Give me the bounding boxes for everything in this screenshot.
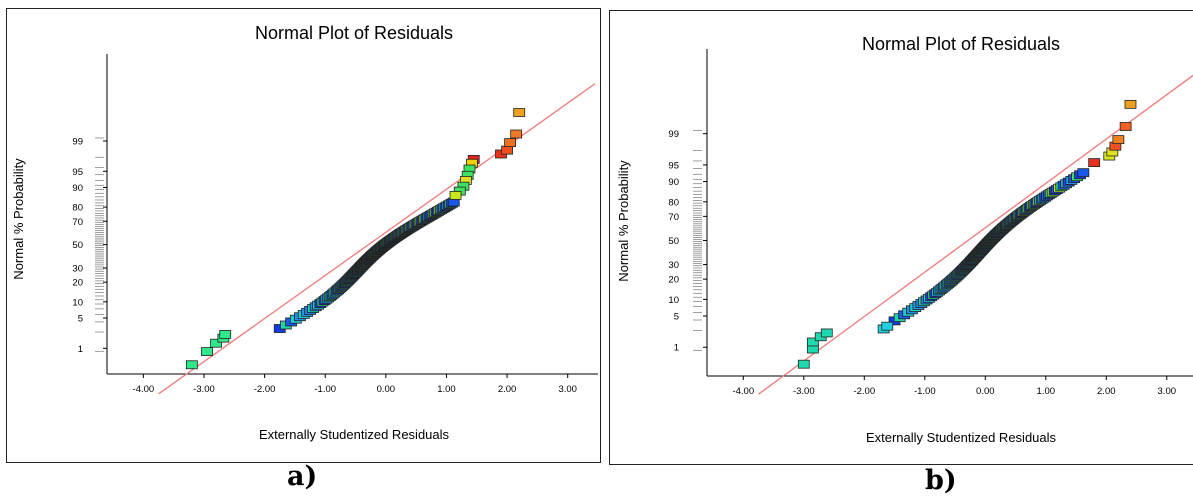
data-point xyxy=(510,129,523,139)
data-point xyxy=(449,191,462,200)
y-tick-label: 70 xyxy=(72,217,83,228)
y-tick-label: 10 xyxy=(72,297,83,308)
y-tick-label: 95 xyxy=(72,167,83,178)
panel-label-a: a) xyxy=(287,461,318,492)
y-tick-label: 90 xyxy=(668,177,679,188)
data-point xyxy=(185,360,198,370)
x-tick-label: -3.00 xyxy=(193,384,215,395)
y-tick-label: 99 xyxy=(72,136,83,147)
data-point xyxy=(797,359,810,369)
data-point xyxy=(1088,158,1101,167)
data-point xyxy=(201,347,213,356)
y-tick-label: 30 xyxy=(668,260,679,271)
data-point xyxy=(1077,168,1090,178)
y-tick-label: 10 xyxy=(668,295,679,306)
data-point xyxy=(881,321,894,331)
y-tick-label: 5 xyxy=(78,314,83,325)
data-point xyxy=(501,145,513,155)
y-axis-label: Normal % Probability xyxy=(616,160,631,282)
chart-panel-b: Normal Plot of Residuals Externally Stude… xyxy=(609,10,1193,465)
y-tick-label: 50 xyxy=(668,236,679,247)
chart-title: Normal Plot of Residuals xyxy=(255,23,453,43)
y-tick-label: 99 xyxy=(668,129,679,140)
x-tick-label: -2.00 xyxy=(853,386,875,397)
x-tick-label: 2.00 xyxy=(498,384,517,395)
data-point xyxy=(1119,122,1132,131)
panel-label-b: b) xyxy=(925,465,957,496)
y-tick-label: 1 xyxy=(78,344,83,355)
x-tick-label: -4.00 xyxy=(133,384,155,395)
data-point xyxy=(219,330,232,339)
y-tick-label: 80 xyxy=(72,203,83,214)
x-tick-label: -4.00 xyxy=(732,386,754,397)
y-tick-label: 20 xyxy=(72,278,83,289)
chart-panel-a: Normal Plot of Residuals Externally Stude… xyxy=(6,8,601,463)
data-point xyxy=(806,337,819,347)
x-tick-label: 0.00 xyxy=(377,384,396,395)
reference-line xyxy=(158,83,596,395)
x-tick-label: -1.00 xyxy=(314,384,336,395)
data-point xyxy=(504,138,517,147)
data-point xyxy=(1112,135,1125,145)
x-tick-label: 1.00 xyxy=(1037,386,1056,397)
y-tick-label: 70 xyxy=(668,212,679,223)
x-tick-label: -3.00 xyxy=(793,386,815,397)
data-point xyxy=(820,328,833,338)
y-tick-label: 1 xyxy=(674,343,679,354)
y-tick-label: 95 xyxy=(668,160,679,171)
y-tick-label: 30 xyxy=(72,264,83,275)
data-point xyxy=(513,108,526,117)
data-point xyxy=(1124,99,1137,109)
normal-plot-b: Normal Plot of Residuals Externally Stude… xyxy=(616,34,1193,445)
x-tick-label: 0.00 xyxy=(976,386,995,397)
data-point xyxy=(210,338,223,348)
y-tick-label: 80 xyxy=(668,197,679,208)
y-tick-label: 50 xyxy=(72,240,83,251)
y-tick-label: 5 xyxy=(674,312,679,323)
x-tick-label: 3.00 xyxy=(558,384,577,395)
y-axis-label: Normal % Probability xyxy=(11,158,26,280)
x-tick-label: 3.00 xyxy=(1158,386,1177,397)
x-tick-label: 2.00 xyxy=(1097,386,1116,397)
x-tick-label: -1.00 xyxy=(914,386,936,397)
x-tick-label: 1.00 xyxy=(437,384,456,395)
y-tick-label: 20 xyxy=(668,275,679,286)
x-axis-label: Externally Studentized Residuals xyxy=(259,427,450,442)
chart-title: Normal Plot of Residuals xyxy=(862,34,1060,54)
y-tick-label: 90 xyxy=(72,183,83,194)
x-tick-label: -2.00 xyxy=(254,384,276,395)
normal-plot-a: Normal Plot of Residuals Externally Stude… xyxy=(11,23,598,442)
x-axis-label: Externally Studentized Residuals xyxy=(866,430,1057,445)
